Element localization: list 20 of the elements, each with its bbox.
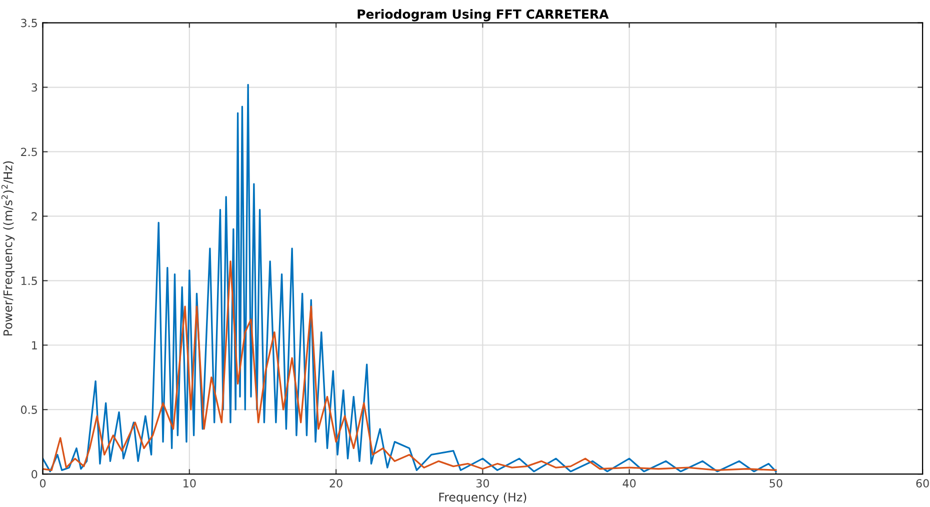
x-tick-label: 60 (916, 479, 929, 488)
y-tick-label: 3.5 (21, 18, 37, 28)
x-tick-label: 50 (770, 479, 782, 488)
line-series (42, 84, 777, 472)
x-tick-label: 30 (476, 479, 489, 488)
y-tick-label: 1 (32, 341, 37, 350)
x-axis-title: Frequency (Hz) (439, 492, 526, 504)
x-tick-label: 40 (622, 479, 636, 488)
y-tick-label: 1.5 (21, 276, 37, 286)
y-tick-label: 3 (32, 83, 38, 92)
line-series (42, 260, 777, 472)
y-tick-label: 2 (32, 212, 37, 220)
chart-title: Periodogram Using FFT CARRETERA (358, 9, 609, 22)
y-tick-label: 0.5 (20, 406, 37, 414)
y-tick-label: 0 (32, 470, 38, 478)
x-tick-label: 0 (40, 479, 46, 488)
x-tick-label: 20 (330, 479, 342, 488)
y-axis-title: Power/Frequency ((m/s$^{2}$)$^{2}$/Hz) (1, 161, 15, 336)
y-tick-label: 2.5 (21, 148, 37, 156)
x-tick-label: 10 (184, 479, 196, 488)
